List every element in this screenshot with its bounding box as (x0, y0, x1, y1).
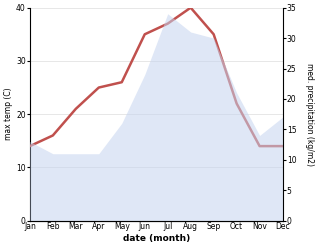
Y-axis label: med. precipitation (kg/m2): med. precipitation (kg/m2) (305, 63, 314, 166)
Y-axis label: max temp (C): max temp (C) (4, 88, 13, 141)
X-axis label: date (month): date (month) (123, 234, 190, 243)
